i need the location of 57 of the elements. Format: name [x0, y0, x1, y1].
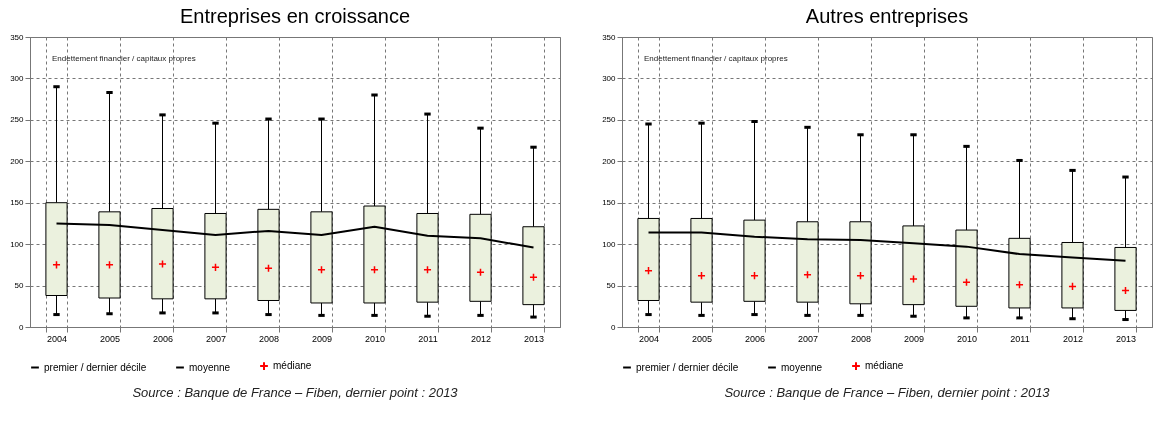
source-note: Source : Banque de France – Fiben, dernier point : 2013: [724, 385, 1051, 400]
y-tick-label: 50: [606, 281, 617, 291]
y-tick-label: 150: [10, 198, 25, 208]
y-tick-label: 200: [10, 156, 25, 166]
y-tick-label: 100: [602, 239, 617, 249]
legend-label: moyenne: [189, 361, 231, 373]
y-tick-label: 350: [602, 32, 617, 42]
x-tick-label: 2006: [152, 333, 174, 344]
x-tick-label: 2004: [46, 333, 68, 344]
x-tick-label: 2012: [470, 333, 492, 344]
source-note: Source : Banque de France – Fiben, dernier point : 2013: [132, 385, 459, 400]
x-tick-label: 2007: [797, 333, 819, 344]
y-tick-label: 300: [10, 73, 25, 83]
x-tick-label: 2013: [1115, 333, 1137, 344]
point: [803, 270, 812, 280]
x-tick-label: 2006: [744, 333, 766, 344]
chart-title: Autres entreprises: [805, 5, 969, 27]
point: [909, 274, 918, 284]
x-tick-label: 2008: [850, 333, 872, 344]
y-tick-label: 150: [602, 198, 617, 208]
x-tick-label: 2011: [418, 333, 438, 344]
y-tick-label: 200: [602, 156, 617, 166]
annotation: Endettement financier / capitaux propres: [644, 54, 788, 63]
y-tick-label: 0: [611, 322, 617, 332]
y-tick-label: 0: [19, 322, 25, 332]
chart-title: Entreprises en croissance: [179, 5, 411, 27]
y-tick-label: 100: [10, 239, 25, 249]
point: [105, 260, 114, 270]
y-tick-label: 50: [14, 281, 25, 291]
point: [370, 265, 379, 275]
x-tick-label: 2012: [1062, 333, 1084, 344]
y-tick-label: 250: [602, 115, 617, 125]
point: [52, 260, 61, 270]
point: [264, 263, 273, 273]
legend-label: médiane: [273, 360, 312, 372]
legend-label: médiane: [865, 360, 904, 372]
point: [317, 265, 326, 275]
x-tick-label: 2004: [638, 333, 660, 344]
x-tick-label: 2007: [205, 333, 227, 344]
x-tick-label: 2011: [1010, 333, 1030, 344]
x-tick-label: 2009: [311, 333, 333, 344]
legend-label: moyenne: [781, 361, 823, 373]
legend-label: premier / dernier décile: [44, 361, 147, 373]
point: [423, 265, 432, 275]
y-tick-label: 300: [602, 73, 617, 83]
x-tick-label: 2005: [691, 333, 713, 344]
y-tick-label: 350: [10, 32, 25, 42]
x-tick-label: 2013: [523, 333, 545, 344]
x-tick-label: 2005: [99, 333, 121, 344]
annotation: Endettement financier / capitaux propres: [52, 54, 196, 63]
legend-label: premier / dernier décile: [636, 361, 739, 373]
x-tick-label: 2009: [903, 333, 925, 344]
x-tick-label: 2010: [956, 333, 978, 344]
x-tick-label: 2008: [258, 333, 280, 344]
point: [158, 259, 167, 269]
y-tick-label: 250: [10, 115, 25, 125]
x-tick-label: 2010: [364, 333, 386, 344]
